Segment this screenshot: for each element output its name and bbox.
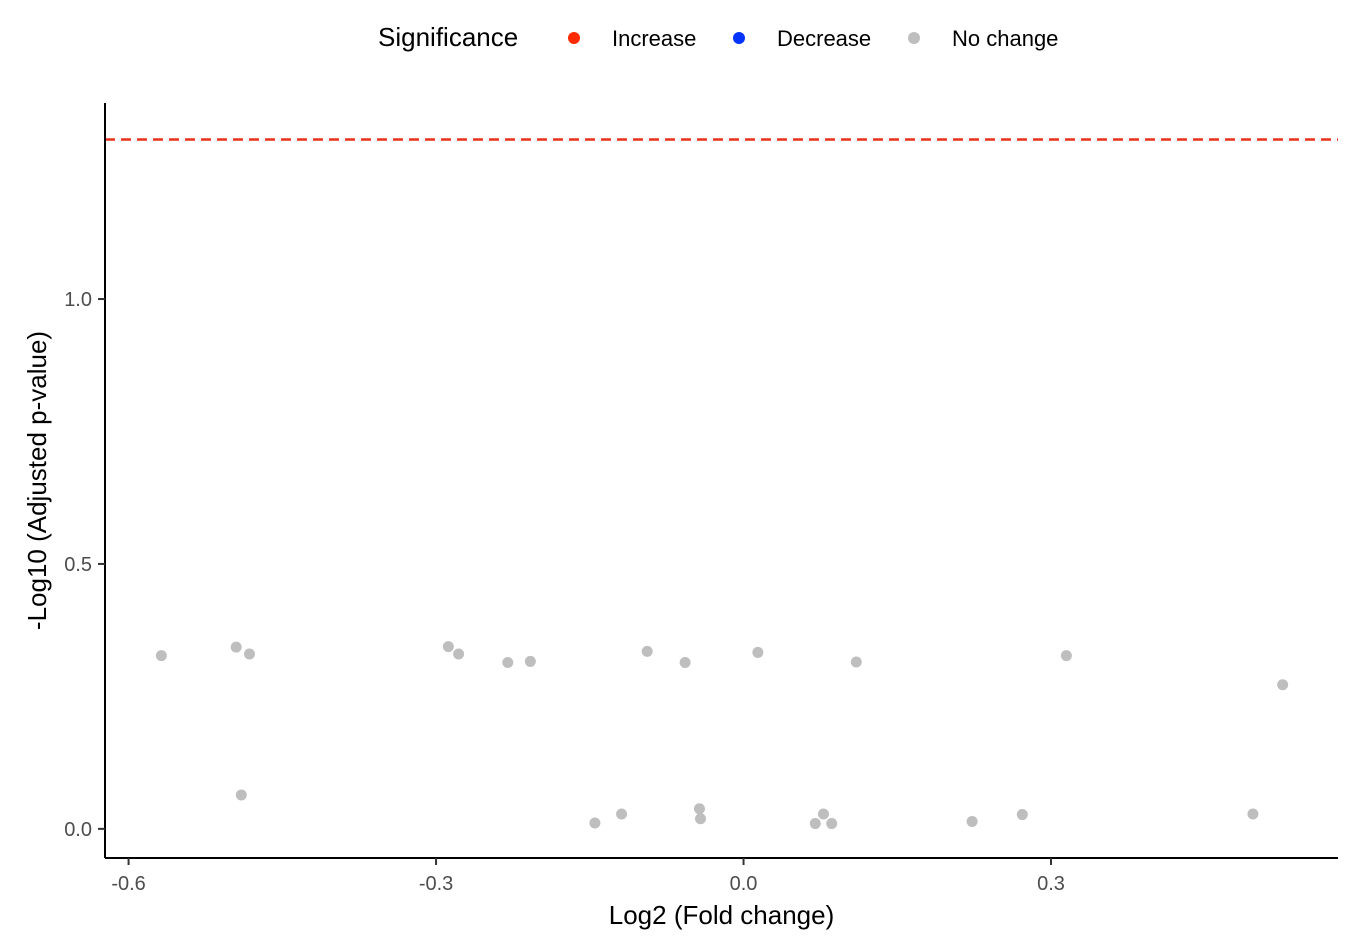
x-tick-label: -0.3 bbox=[419, 873, 453, 895]
plot-area bbox=[105, 138, 1338, 830]
legend-label-increase: Increase bbox=[612, 26, 697, 51]
x-axis-title: Log2 (Fold change) bbox=[609, 900, 834, 930]
legend-swatch-decrease bbox=[733, 32, 745, 44]
data-point bbox=[1016, 809, 1028, 821]
data-point bbox=[502, 656, 514, 668]
legend-swatch-increase bbox=[568, 32, 580, 44]
data-point bbox=[244, 648, 256, 660]
data-point bbox=[641, 645, 653, 657]
data-point bbox=[826, 818, 838, 830]
y-axis-title: -Log10 (Adjusted p-value) bbox=[22, 331, 52, 630]
data-point bbox=[679, 656, 691, 668]
data-point bbox=[817, 808, 829, 820]
x-tick-label: -0.6 bbox=[111, 873, 145, 895]
y-tick-label: 0.0 bbox=[64, 819, 92, 841]
data-point bbox=[1247, 808, 1259, 820]
y-tick-label: 0.5 bbox=[64, 554, 92, 576]
data-point bbox=[966, 815, 978, 827]
data-point bbox=[694, 813, 706, 825]
axes: -0.6 -0.3 0.0 0.3 0.0 0.5 1.0 bbox=[64, 103, 1338, 895]
data-point bbox=[693, 803, 705, 815]
data-point bbox=[850, 656, 862, 668]
y-tick-label: 1.0 bbox=[64, 289, 92, 311]
legend-label-no-change: No change bbox=[952, 26, 1059, 51]
legend: Significance Increase Decrease No change bbox=[0, 18, 1364, 58]
data-point bbox=[524, 655, 536, 667]
data-point bbox=[155, 650, 167, 662]
data-point bbox=[616, 808, 628, 820]
data-point bbox=[235, 789, 247, 801]
data-point bbox=[230, 641, 242, 653]
data-point bbox=[752, 646, 764, 658]
data-point bbox=[1060, 650, 1072, 662]
data-point bbox=[442, 641, 454, 653]
data-point bbox=[1277, 679, 1289, 691]
x-tick-label: 0.3 bbox=[1037, 873, 1065, 895]
x-tick-label: 0.0 bbox=[730, 873, 758, 895]
data-point bbox=[809, 818, 821, 830]
data-point bbox=[589, 817, 601, 829]
data-point bbox=[453, 648, 465, 660]
legend-label-decrease: Decrease bbox=[777, 26, 872, 51]
legend-swatch-no-change bbox=[908, 32, 920, 44]
legend-title: Significance bbox=[378, 22, 519, 52]
